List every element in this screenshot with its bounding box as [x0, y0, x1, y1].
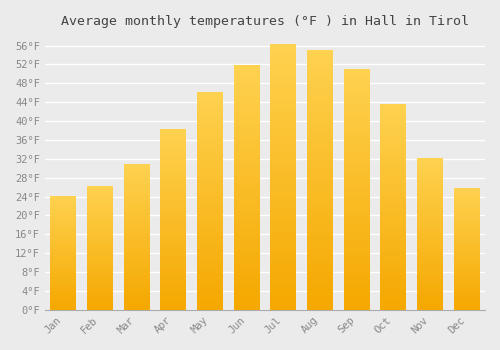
Title: Average monthly temperatures (°F ) in Hall in Tirol: Average monthly temperatures (°F ) in Ha…: [61, 15, 469, 28]
